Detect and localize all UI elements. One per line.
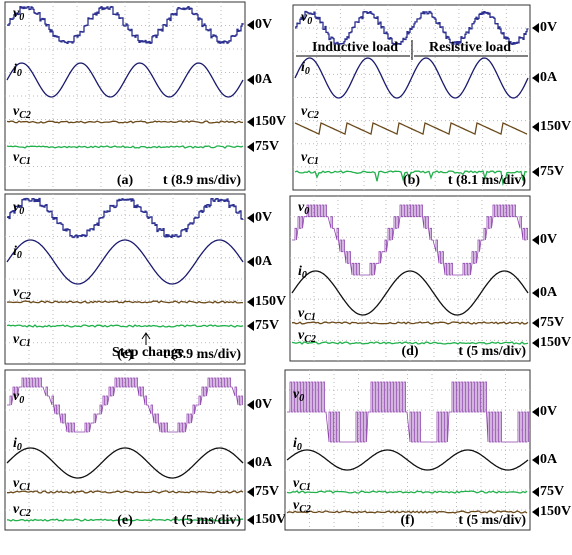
panel-label: (b) <box>403 173 420 188</box>
level-label: 0A <box>540 70 558 85</box>
annotation: Resistive load <box>429 40 511 55</box>
level-marker <box>247 142 254 152</box>
trace-subscript: C1 <box>19 338 31 349</box>
trace-subscript: C2 <box>304 334 316 345</box>
level-label: 0V <box>255 397 272 412</box>
level-label: 75V <box>255 484 279 499</box>
level-label: 0V <box>255 17 272 32</box>
trace-subscript: 0 <box>307 16 312 27</box>
panel-label: (a) <box>117 173 134 188</box>
level-label: 0V <box>540 404 557 419</box>
level-label: 75V <box>540 164 564 179</box>
trace-subscript: C1 <box>19 482 31 493</box>
level-marker <box>247 297 254 307</box>
trace-subscript: 0 <box>305 66 310 77</box>
level-marker <box>247 117 254 127</box>
level-label: 150V <box>255 114 286 129</box>
level-label: 150V <box>255 512 286 527</box>
level-label: 0A <box>255 254 273 269</box>
trace-subscript: C1 <box>19 156 31 167</box>
level-marker <box>532 455 539 465</box>
level-marker <box>247 400 254 410</box>
level-marker <box>532 487 539 497</box>
trace-subscript: 0 <box>304 206 309 217</box>
panel-label: (f) <box>401 513 415 528</box>
level-label: 75V <box>255 139 279 154</box>
timebase: t (8.1 ms/div) <box>448 173 527 188</box>
level-label: 150V <box>540 504 571 519</box>
trace-subscript: C2 <box>19 291 31 302</box>
trace-subscript: 0 <box>302 270 307 281</box>
panel-label: (e) <box>117 513 133 528</box>
annotation: Inductive load <box>312 40 398 55</box>
trace-subscript: 0 <box>297 442 302 453</box>
level-marker <box>532 73 539 83</box>
trace-subscript: C2 <box>19 508 31 519</box>
level-marker <box>532 318 539 328</box>
level-label: 150V <box>540 119 571 134</box>
level-label: 0A <box>540 285 558 300</box>
level-label: 150V <box>540 335 571 350</box>
level-marker <box>247 321 254 331</box>
level-label: 0A <box>255 455 273 470</box>
level-label: 150V <box>255 294 286 309</box>
figure: v00Vi00AvC2150VvC175V(a)t (8.9 ms/div)v0… <box>0 0 572 555</box>
timebase: t (5 ms/div) <box>458 344 526 359</box>
level-marker <box>532 288 539 298</box>
level-marker <box>247 213 254 223</box>
trace-subscript: 0 <box>19 206 24 217</box>
trace-subscript: C1 <box>307 156 319 167</box>
trace-subscript: 0 <box>17 442 22 453</box>
level-marker <box>532 122 539 132</box>
level-label: 0V <box>540 232 557 247</box>
trace-subscript: C1 <box>299 482 311 493</box>
level-marker <box>247 515 254 525</box>
level-marker <box>247 75 254 85</box>
level-label: 0V <box>255 210 272 225</box>
level-marker <box>532 167 539 177</box>
trace-subscript: 0 <box>299 393 304 404</box>
level-label: 0A <box>540 452 558 467</box>
trace-subscript: 0 <box>19 12 24 23</box>
trace-subscript: 0 <box>17 68 22 79</box>
level-marker <box>532 338 539 348</box>
level-label: 0V <box>540 20 557 35</box>
level-marker <box>247 487 254 497</box>
level-marker <box>532 407 539 417</box>
scope-panel: v00Vi00AvC2150VvC175V(a)t (8.9 ms/div) <box>5 2 286 190</box>
level-marker <box>247 257 254 267</box>
panel-label: (d) <box>401 344 418 359</box>
trace-subscript: C2 <box>307 110 319 121</box>
scope-panel: v00Vi00AvC175VvC2150V(d)t (5 ms/div) <box>290 196 571 361</box>
trace-subscript: C2 <box>19 110 31 121</box>
trace-subscript: C2 <box>299 504 311 515</box>
level-label: 75V <box>540 484 564 499</box>
level-label: 75V <box>540 315 564 330</box>
level-marker <box>247 20 254 30</box>
level-label: 75V <box>255 318 279 333</box>
timebase: t (5 ms/div) <box>458 513 526 528</box>
level-marker <box>532 235 539 245</box>
trace-subscript: 0 <box>19 395 24 406</box>
annotation: Step change <box>112 345 184 360</box>
timebase: t (5 ms/div) <box>173 513 241 528</box>
level-marker <box>532 23 539 33</box>
timebase: t (8.9 ms/div) <box>163 173 242 188</box>
level-marker <box>247 458 254 468</box>
level-marker <box>532 507 539 517</box>
trace-subscript: 0 <box>17 250 22 261</box>
trace-subscript: C1 <box>304 312 316 323</box>
level-label: 0A <box>255 72 273 87</box>
